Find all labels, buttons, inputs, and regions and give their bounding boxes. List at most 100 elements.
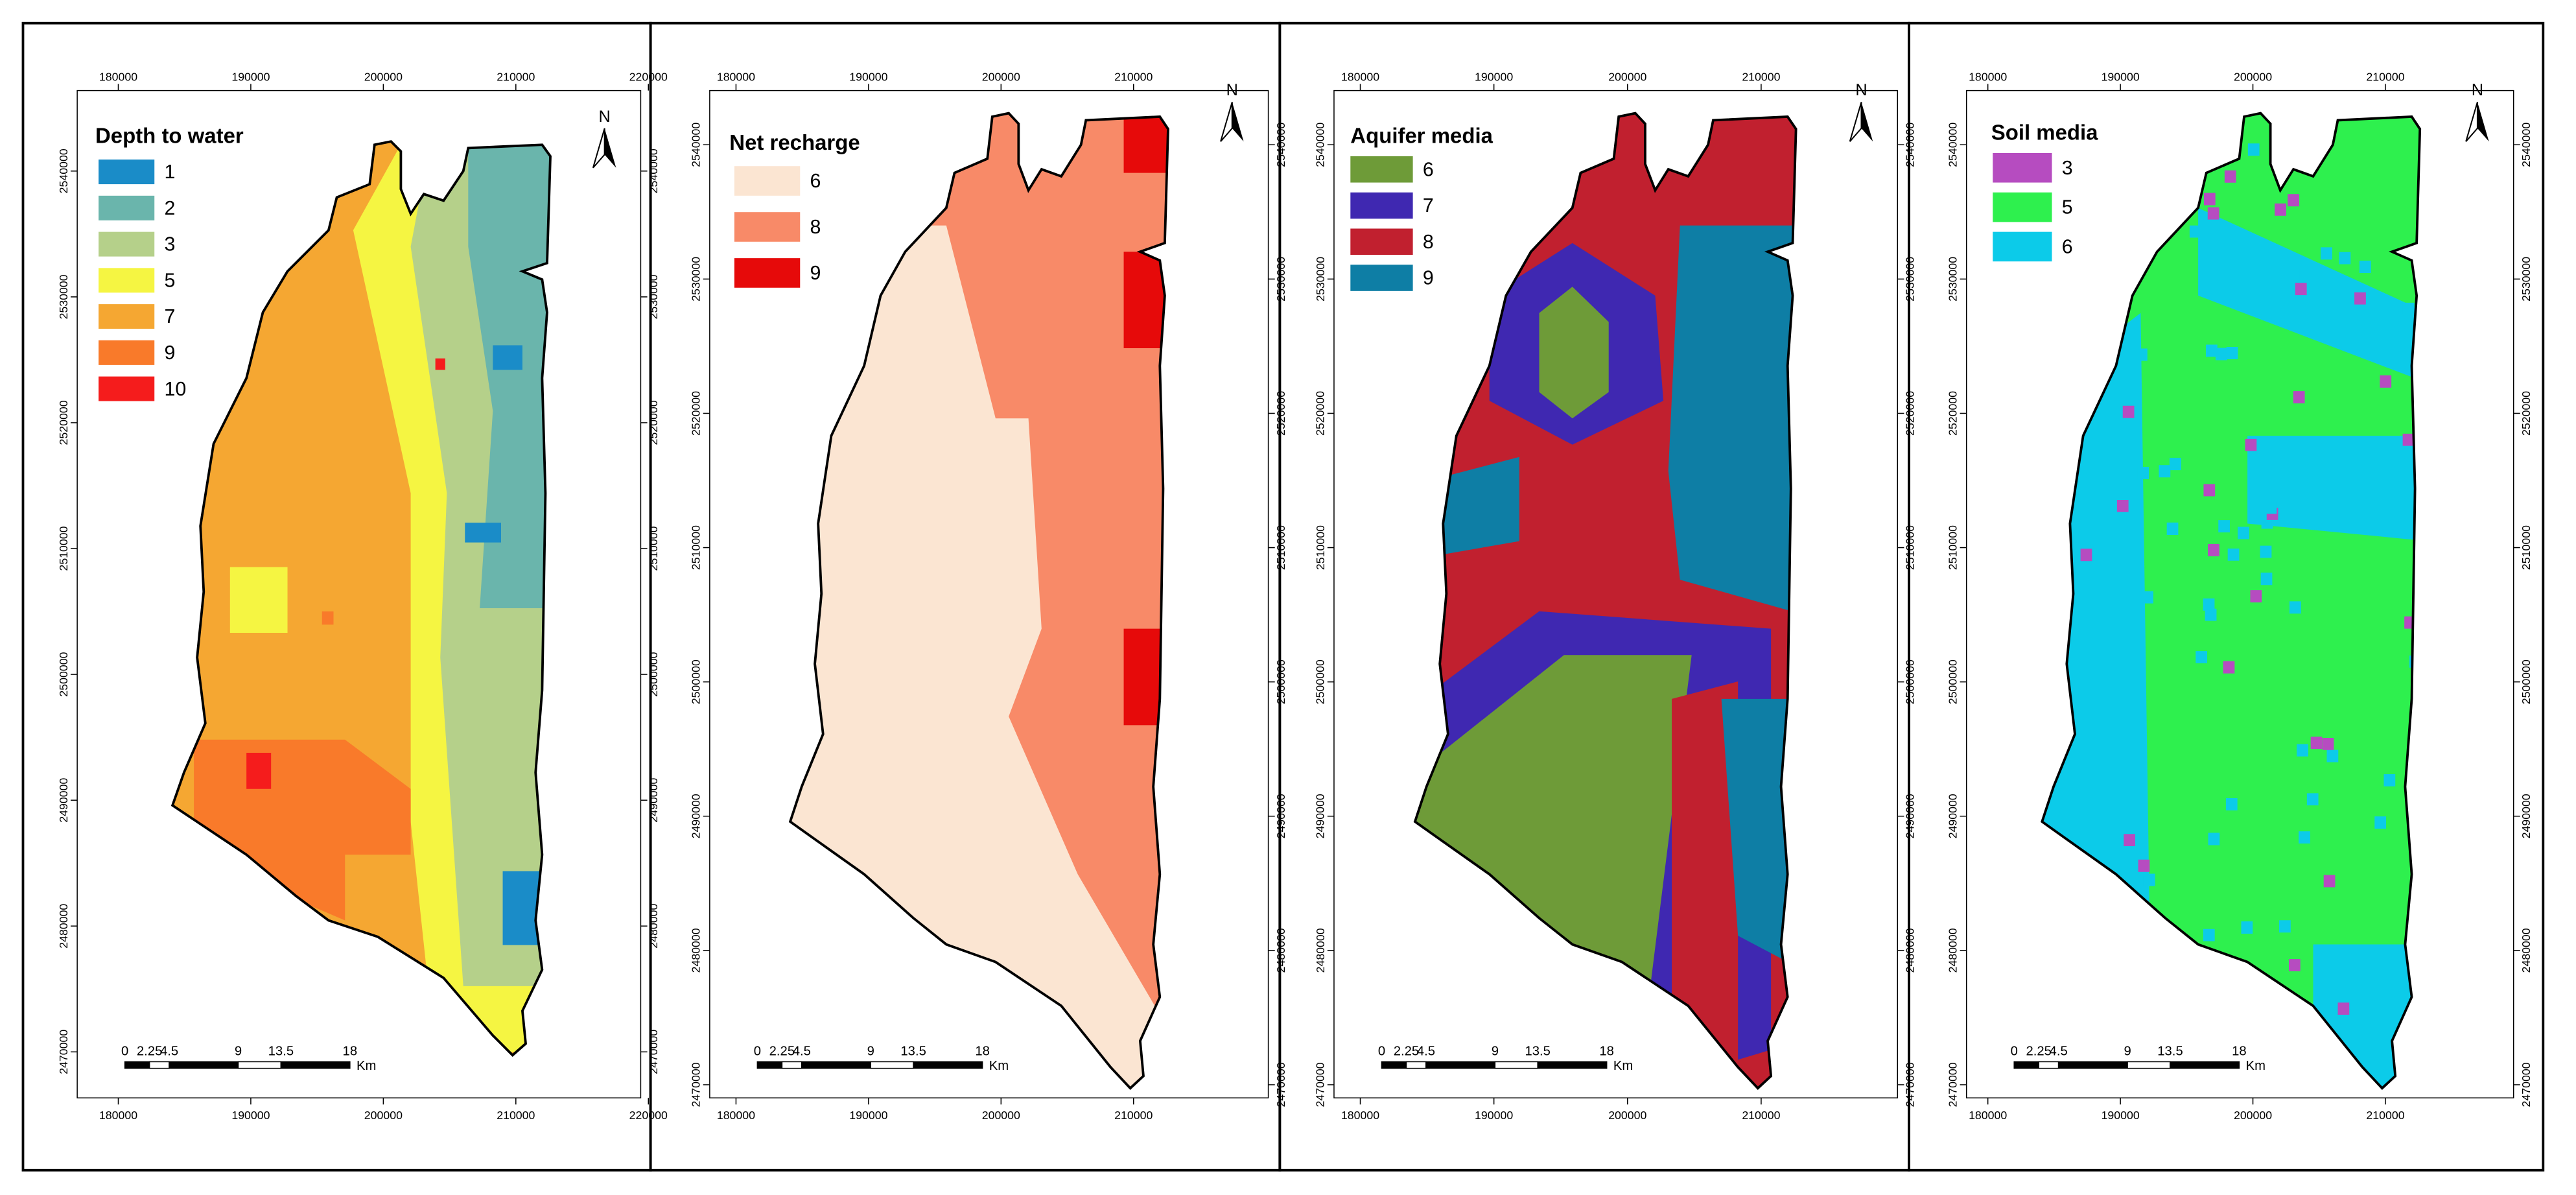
cell <box>2138 859 2150 872</box>
y-tick-label: 2490000 <box>1947 794 1960 838</box>
y-tick-label: 2470000 <box>690 1062 703 1107</box>
legend-title: Soil media <box>1991 121 2098 145</box>
north-arrow <box>1220 102 1233 142</box>
cell <box>2086 336 2098 349</box>
legend-label: 6 <box>1423 158 1434 180</box>
zone <box>465 523 502 543</box>
north-label: N <box>2472 81 2483 99</box>
cell <box>2166 522 2179 535</box>
scale-label: 0 <box>2011 1044 2018 1058</box>
scale-label: 9 <box>867 1044 874 1058</box>
y-tick-label: 2530000 <box>647 274 660 319</box>
y-tick-label: 2490000 <box>2520 794 2533 838</box>
cell <box>2241 921 2253 934</box>
scale-segment <box>124 1061 150 1069</box>
legend-swatch <box>99 376 155 401</box>
x-tick-label: 210000 <box>1742 1109 1780 1122</box>
cell <box>2203 193 2216 206</box>
map-layer <box>1414 113 1796 1089</box>
zone <box>1672 681 1739 1085</box>
cell <box>2289 601 2301 614</box>
legend-swatch <box>734 166 801 196</box>
north-label: N <box>599 108 611 126</box>
zone <box>322 611 334 625</box>
legend-label: 5 <box>2062 196 2073 219</box>
scale-label: 13.5 <box>900 1044 926 1058</box>
scale-segment <box>148 1061 170 1069</box>
y-tick-label: 2470000 <box>1314 1062 1327 1107</box>
scale-label: 0 <box>754 1044 761 1058</box>
y-tick-label: 2480000 <box>647 904 660 949</box>
x-tick-label: 190000 <box>849 70 887 83</box>
map-layer <box>790 113 1168 1089</box>
x-tick-label: 200000 <box>1608 1109 1646 1122</box>
legend-swatch <box>1993 231 2052 262</box>
north-arrow <box>592 128 605 169</box>
cell <box>2215 348 2227 361</box>
scale-segment <box>756 1061 783 1069</box>
x-tick-label: 200000 <box>982 70 1020 83</box>
legend-label: 3 <box>2062 157 2073 179</box>
legend-label: 7 <box>1423 195 1434 217</box>
zone <box>493 345 522 370</box>
zone <box>1123 628 1168 726</box>
y-tick-label: 2500000 <box>57 652 70 696</box>
y-tick-label: 2470000 <box>57 1030 70 1074</box>
cell <box>2043 269 2055 282</box>
y-tick-label: 2530000 <box>1947 257 1960 302</box>
zone <box>2247 436 2420 541</box>
cell <box>2093 866 2105 878</box>
map-frame <box>1333 89 1899 1098</box>
y-tick-label: 2520000 <box>2520 391 2533 436</box>
scale-segment <box>237 1061 282 1069</box>
scale-label: 2.25 <box>769 1044 795 1058</box>
x-tick-label: 190000 <box>2102 70 2140 83</box>
x-tick-label: 180000 <box>1969 70 2007 83</box>
scale-label: 18 <box>2232 1044 2247 1058</box>
y-tick-label: 2530000 <box>57 274 70 319</box>
scale-segment <box>801 1061 872 1069</box>
cell <box>2380 375 2392 388</box>
cell <box>2122 405 2135 418</box>
zone <box>468 141 551 608</box>
y-tick-label: 2520000 <box>690 391 703 436</box>
cell <box>2310 737 2323 750</box>
y-tick-label: 2510000 <box>2520 525 2533 570</box>
cell <box>2376 521 2388 534</box>
north-arrow <box>2465 102 2478 142</box>
y-tick-label: 2520000 <box>57 400 70 445</box>
panel-border <box>1908 21 2545 1172</box>
scale-segment <box>870 1061 914 1069</box>
cell <box>2365 1054 2377 1067</box>
cell <box>2295 283 2307 296</box>
y-tick-label: 2480000 <box>1947 928 1960 973</box>
scale-unit: Km <box>2246 1059 2266 1073</box>
legend-swatch <box>1350 192 1413 219</box>
map-outline <box>170 140 552 1057</box>
zone <box>1414 655 1692 1015</box>
cell <box>2080 987 2092 1000</box>
map-outline <box>2041 112 2422 1090</box>
legend-label: 9 <box>810 262 821 284</box>
north-arrow <box>1849 102 1862 142</box>
north-arrow <box>1861 102 1873 142</box>
cell <box>2396 1056 2408 1069</box>
scale-segment <box>169 1061 239 1069</box>
y-tick-label: 2510000 <box>690 525 703 570</box>
legend-title: Net recharge <box>729 130 860 154</box>
cell <box>2169 458 2181 471</box>
y-tick-label: 2480000 <box>1314 928 1327 973</box>
x-tick-label: 180000 <box>1341 1109 1379 1122</box>
legend-label: 6 <box>810 170 821 192</box>
cell <box>2164 1017 2176 1030</box>
x-tick-label: 190000 <box>1475 70 1513 83</box>
legend-label: 2 <box>164 197 175 219</box>
scale-segment <box>1537 1061 1608 1069</box>
y-tick-label: 2530000 <box>690 257 703 302</box>
zone <box>502 871 551 945</box>
cell <box>2260 573 2273 586</box>
x-tick-label: 210000 <box>2366 1109 2404 1122</box>
y-tick-label: 2520000 <box>1314 391 1327 436</box>
